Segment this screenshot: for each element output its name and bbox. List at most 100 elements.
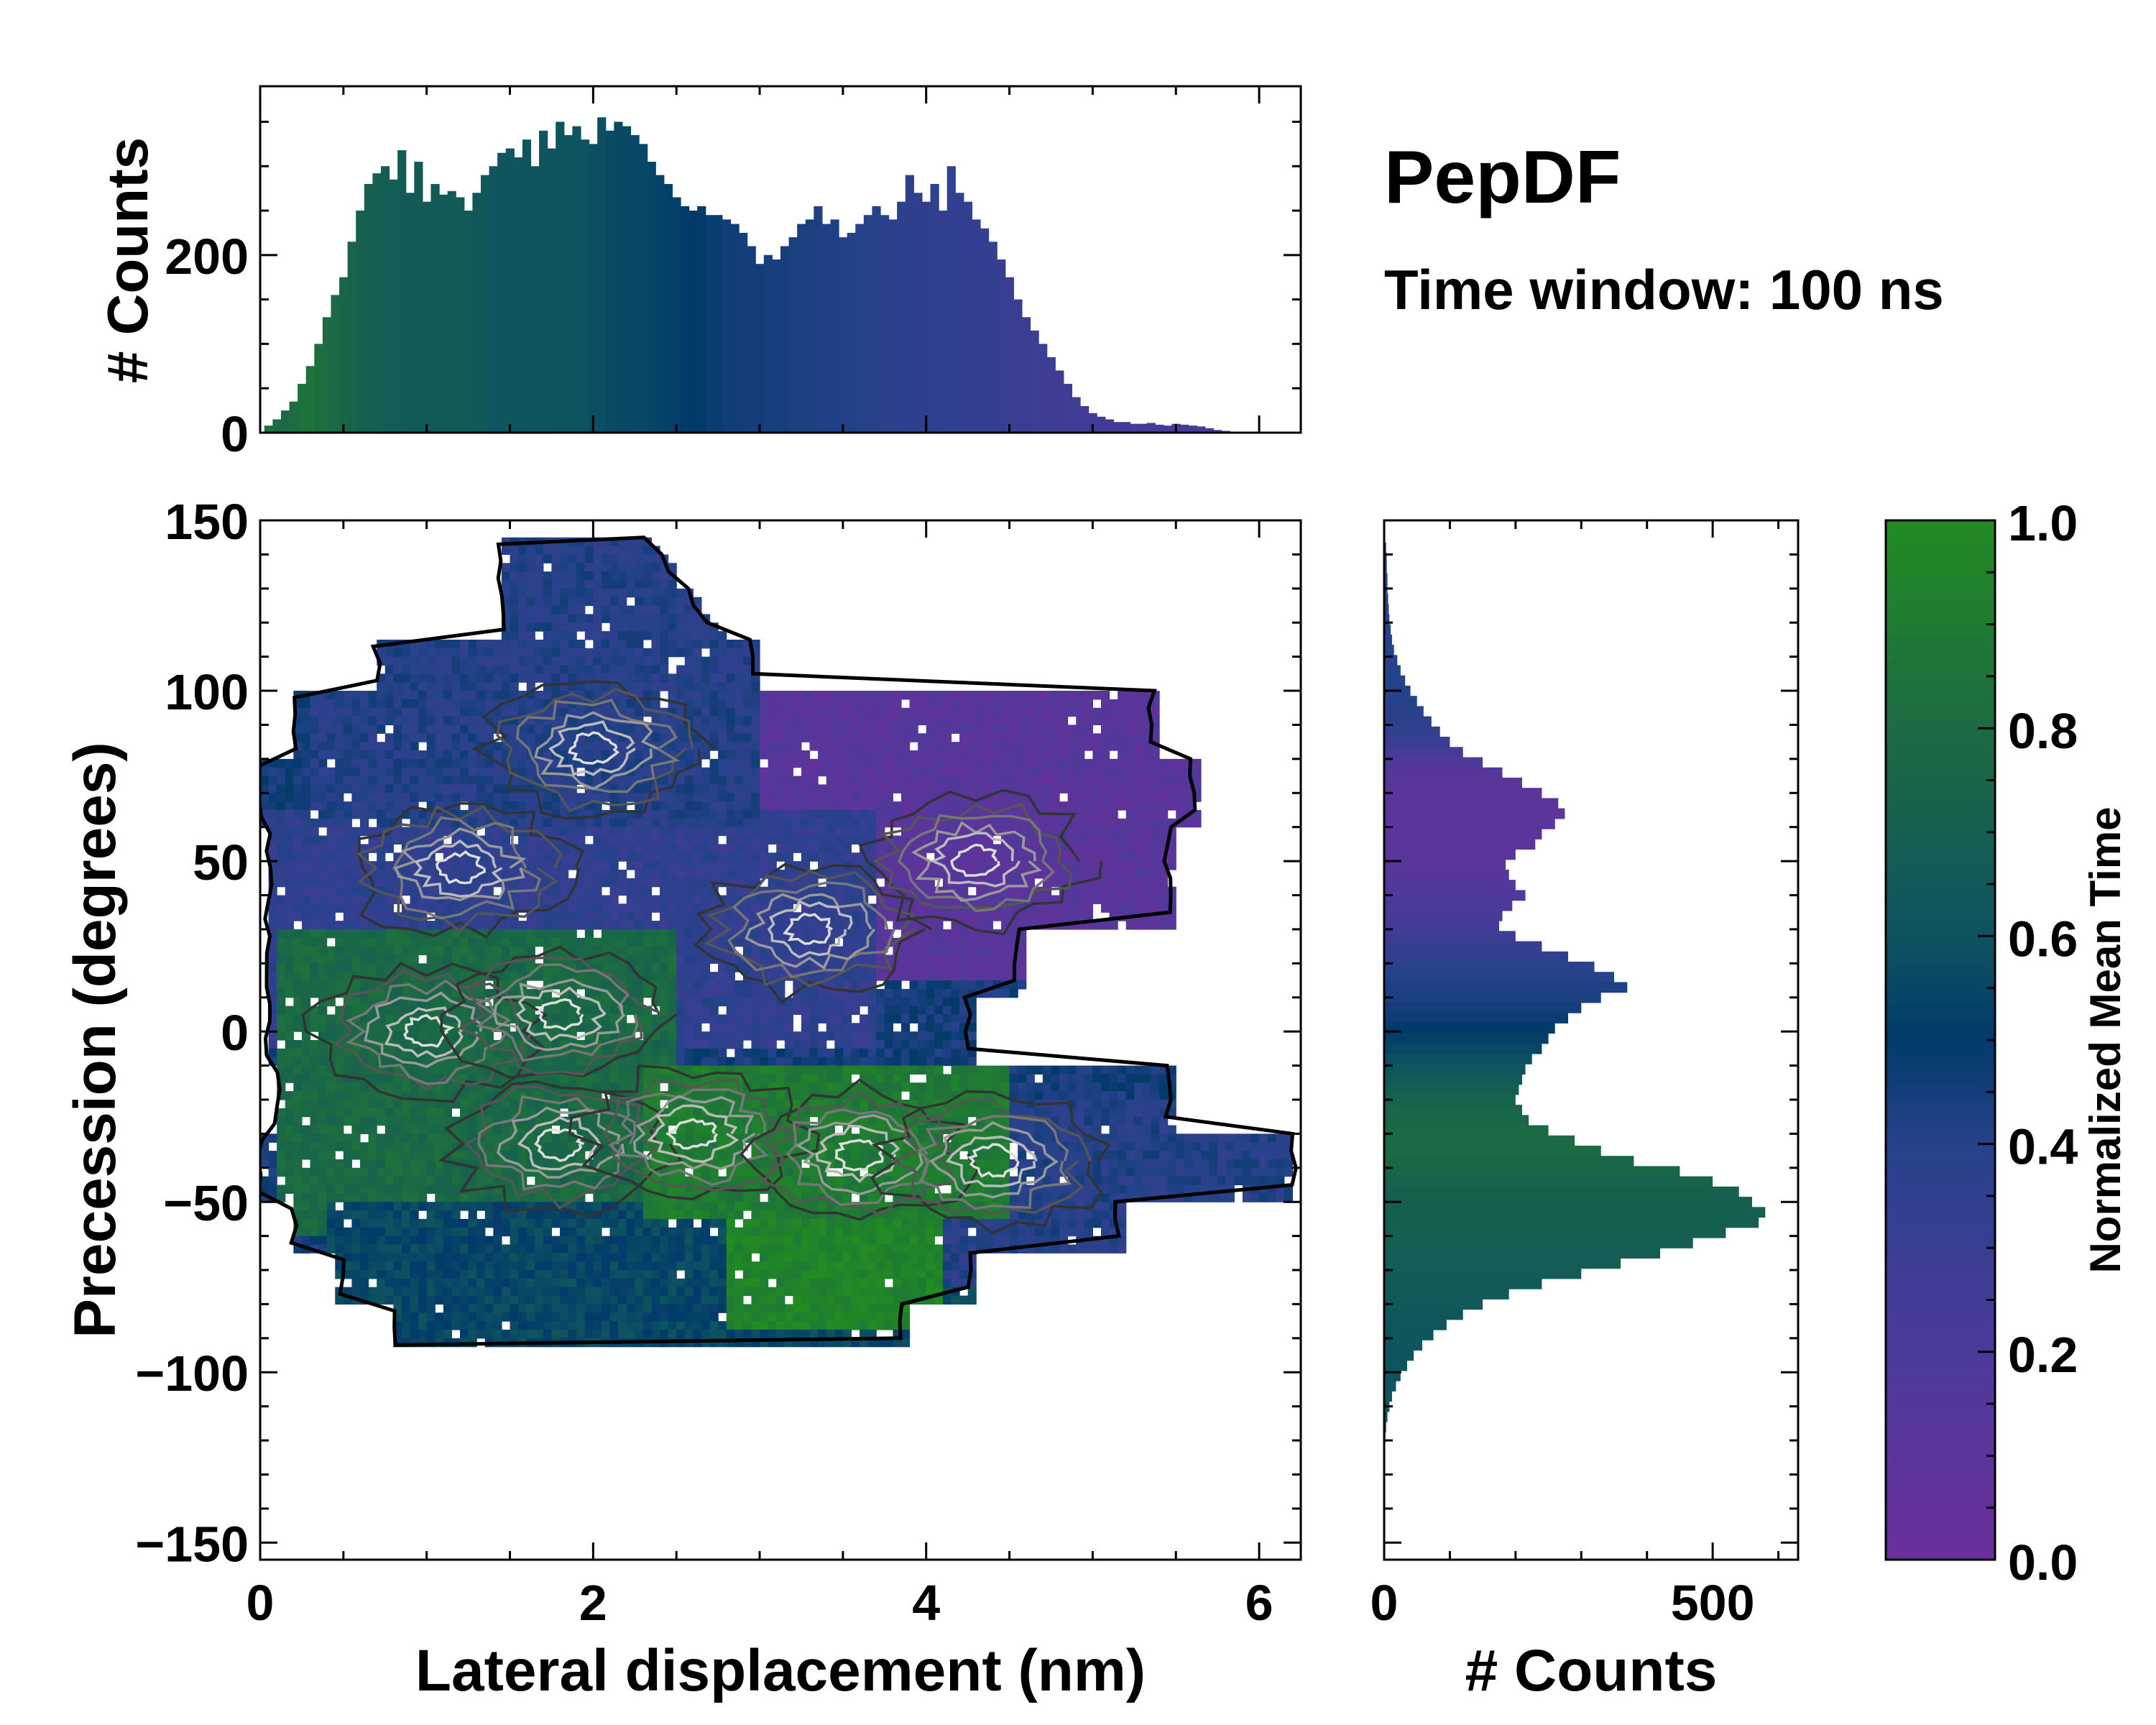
heatmap-cell <box>934 929 944 939</box>
heatmap-cell <box>967 1031 977 1041</box>
heatmap-cell <box>984 895 993 904</box>
heatmap-cell <box>926 1014 935 1024</box>
heatmap-cell <box>642 648 653 658</box>
heatmap-cell <box>834 716 844 726</box>
heatmap-cell <box>568 665 577 674</box>
heatmap-cell <box>543 750 553 760</box>
heatmap-cell <box>909 724 918 734</box>
heatmap-cell <box>535 605 544 615</box>
heatmap-cell <box>435 776 444 786</box>
heatmap-cell <box>384 742 394 751</box>
heatmap-cell <box>818 1040 827 1049</box>
heatmap-cell <box>451 750 461 760</box>
heatmap-cell <box>742 665 752 674</box>
heatmap-cell <box>335 801 344 811</box>
heatmap-cell <box>310 818 319 828</box>
heatmap-cell <box>401 724 411 734</box>
heatmap-cell <box>926 784 935 794</box>
heatmap-cell <box>1151 801 1160 811</box>
heatmap-cell <box>642 912 653 921</box>
heatmap-cell <box>926 844 935 853</box>
heatmap-cell <box>918 767 927 777</box>
heatmap-cell <box>867 1048 877 1058</box>
heatmap-cell <box>1151 861 1160 870</box>
heatmap-cell <box>568 546 577 556</box>
heatmap-cell <box>618 946 627 956</box>
heatmap-cell <box>651 682 660 691</box>
heatmap-cell <box>760 707 769 717</box>
heatmap-cell <box>909 776 918 786</box>
heatmap-cell <box>1118 895 1127 904</box>
heatmap-cell <box>642 622 653 632</box>
heatmap-cell <box>543 571 553 581</box>
top-histogram-bar <box>572 126 581 433</box>
heatmap-cell <box>584 946 594 956</box>
heatmap-cell <box>818 707 827 717</box>
heatmap-cell <box>435 648 444 658</box>
heatmap-cell <box>584 988 594 998</box>
heatmap-cell <box>635 1057 644 1067</box>
heatmap-cell <box>1042 758 1052 768</box>
heatmap-cell <box>384 937 394 947</box>
heatmap-cell <box>851 742 860 751</box>
heatmap-cell <box>618 818 627 828</box>
heatmap-cell <box>1134 852 1143 862</box>
heatmap-cell <box>893 997 902 1007</box>
heatmap-cell <box>1034 784 1044 794</box>
heatmap-cell <box>277 988 286 998</box>
heatmap-cell <box>601 639 611 649</box>
heatmap-cell <box>576 614 586 623</box>
heatmap-cell <box>851 724 860 734</box>
heatmap-cell <box>393 767 402 777</box>
heatmap-cell <box>768 878 777 888</box>
heatmap-cell <box>351 869 361 879</box>
heatmap-cell <box>493 673 502 683</box>
heatmap-cell <box>510 963 519 972</box>
heatmap-cell <box>660 1040 669 1049</box>
heatmap-cell <box>793 776 802 786</box>
heatmap-cell <box>842 852 852 862</box>
heatmap-cell <box>368 912 377 921</box>
heatmap-cell <box>926 699 935 709</box>
heatmap-cell <box>900 903 911 913</box>
heatmap-cell <box>651 903 660 913</box>
heatmap-cell <box>393 648 402 658</box>
heatmap-cell <box>676 869 686 879</box>
heatmap-cell <box>1151 852 1160 862</box>
heatmap-cell <box>884 997 893 1007</box>
heatmap-cell <box>1142 809 1152 819</box>
heatmap-cell <box>668 954 677 964</box>
heatmap-cell <box>626 1023 635 1032</box>
heatmap-cell <box>377 1031 386 1041</box>
heatmap-cell <box>484 673 494 683</box>
heatmap-cell <box>1100 801 1110 811</box>
heatmap-cell <box>693 639 702 649</box>
heatmap-cell <box>584 546 594 556</box>
heatmap-cell <box>768 801 777 811</box>
heatmap-cell <box>393 929 402 939</box>
heatmap-cell <box>543 929 553 939</box>
heatmap-cell <box>318 852 328 862</box>
heatmap-cell <box>876 733 885 742</box>
heatmap-cell <box>635 614 644 623</box>
heatmap-cell <box>776 946 786 956</box>
heatmap-cell <box>335 903 344 913</box>
heatmap-cell <box>918 954 927 964</box>
heatmap-cell <box>784 776 793 786</box>
heatmap-cell <box>776 716 786 726</box>
heatmap-cell <box>851 852 860 862</box>
heatmap-cell <box>1092 716 1102 726</box>
heatmap-cell <box>384 691 394 700</box>
heatmap-cell <box>818 1006 827 1016</box>
heatmap-cell <box>626 793 635 802</box>
heatmap-cell <box>876 750 885 760</box>
heatmap-cell <box>635 818 644 828</box>
heatmap-cell <box>959 776 969 786</box>
heatmap-cell <box>860 767 869 777</box>
heatmap-cell <box>851 733 860 742</box>
heatmap-cell <box>668 605 677 615</box>
heatmap-cell <box>501 946 511 956</box>
heatmap-cell <box>784 1040 793 1049</box>
heatmap-cell <box>318 1014 328 1024</box>
heatmap-cell <box>760 988 769 998</box>
